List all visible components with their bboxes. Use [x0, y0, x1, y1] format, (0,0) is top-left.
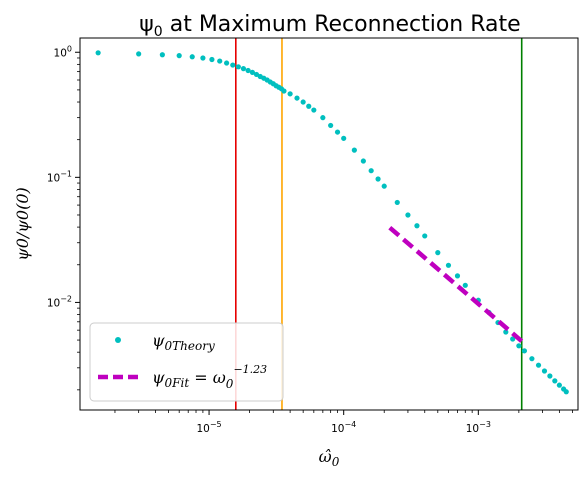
- data-point: [320, 115, 326, 121]
- plot-frame: [79, 37, 579, 411]
- data-point: [341, 135, 347, 141]
- y-tick-label: 10−1: [47, 169, 72, 184]
- data-point: [294, 95, 300, 101]
- data-point: [422, 233, 428, 239]
- data-point: [563, 389, 569, 395]
- data-point: [306, 103, 312, 109]
- data-point: [521, 348, 528, 354]
- data-point: [435, 250, 441, 256]
- legend-label-theory: ψ0Theory: [152, 331, 215, 353]
- chart-title: ψ0 at Maximum Reconnection Rate: [139, 12, 520, 40]
- data-point: [552, 378, 558, 384]
- data-point: [200, 55, 206, 61]
- y-axis-label: ψ0/ψ0(0): [13, 187, 32, 261]
- data-point: [516, 343, 522, 349]
- x-tick-label: 10−4: [331, 420, 356, 435]
- data-point: [189, 54, 195, 60]
- data-point: [381, 183, 387, 189]
- y-tick-label: 10−2: [47, 294, 72, 309]
- x-tick-label: 10−3: [466, 420, 491, 435]
- data-point: [375, 176, 381, 182]
- data-point: [405, 212, 411, 218]
- data-point: [328, 122, 334, 129]
- data-point: [368, 168, 374, 174]
- data-point: [445, 262, 452, 268]
- data-point: [245, 67, 251, 74]
- data-point: [535, 362, 542, 368]
- data-point: [311, 107, 317, 113]
- data-point: [510, 336, 516, 342]
- data-point: [249, 69, 256, 76]
- x-axis-label: ω̂0: [319, 447, 340, 469]
- x-tick-label: 10−5: [196, 420, 221, 435]
- data-point: [462, 282, 468, 288]
- data-point: [529, 356, 535, 362]
- data-point: [503, 329, 509, 335]
- plot-area: [95, 38, 569, 410]
- data-point: [176, 53, 182, 59]
- y-tick-label: 100: [54, 44, 72, 59]
- fit-line: [388, 225, 524, 343]
- data-point: [95, 50, 101, 56]
- data-point: [281, 88, 287, 94]
- data-point: [351, 147, 357, 153]
- x-axis-ticks: 10−5 10−4 10−3: [114, 410, 573, 435]
- data-point: [334, 129, 341, 135]
- legend-marker-theory: [115, 337, 121, 343]
- data-point: [159, 52, 165, 58]
- data-point: [300, 99, 306, 105]
- data-point: [230, 62, 236, 68]
- data-point: [209, 56, 215, 63]
- data-point: [287, 91, 293, 97]
- data-point: [556, 382, 562, 388]
- data-point: [541, 368, 548, 374]
- legend: ψ0Theory ψ0Fit = ω0−1.23: [89, 322, 284, 402]
- data-point: [217, 58, 223, 64]
- legend-label-fit: ψ0Fit = ω0−1.23: [152, 363, 267, 391]
- y-axis-ticks: 10−2 10−1 100: [47, 44, 80, 391]
- data-point: [235, 64, 241, 70]
- data-point: [454, 273, 461, 279]
- data-point: [414, 223, 420, 229]
- data-point: [394, 199, 400, 206]
- legend-frame: [89, 322, 284, 402]
- data-point: [224, 60, 230, 66]
- data-point: [547, 373, 553, 379]
- data-point: [240, 66, 247, 72]
- data-point: [136, 51, 142, 57]
- data-point: [360, 158, 366, 164]
